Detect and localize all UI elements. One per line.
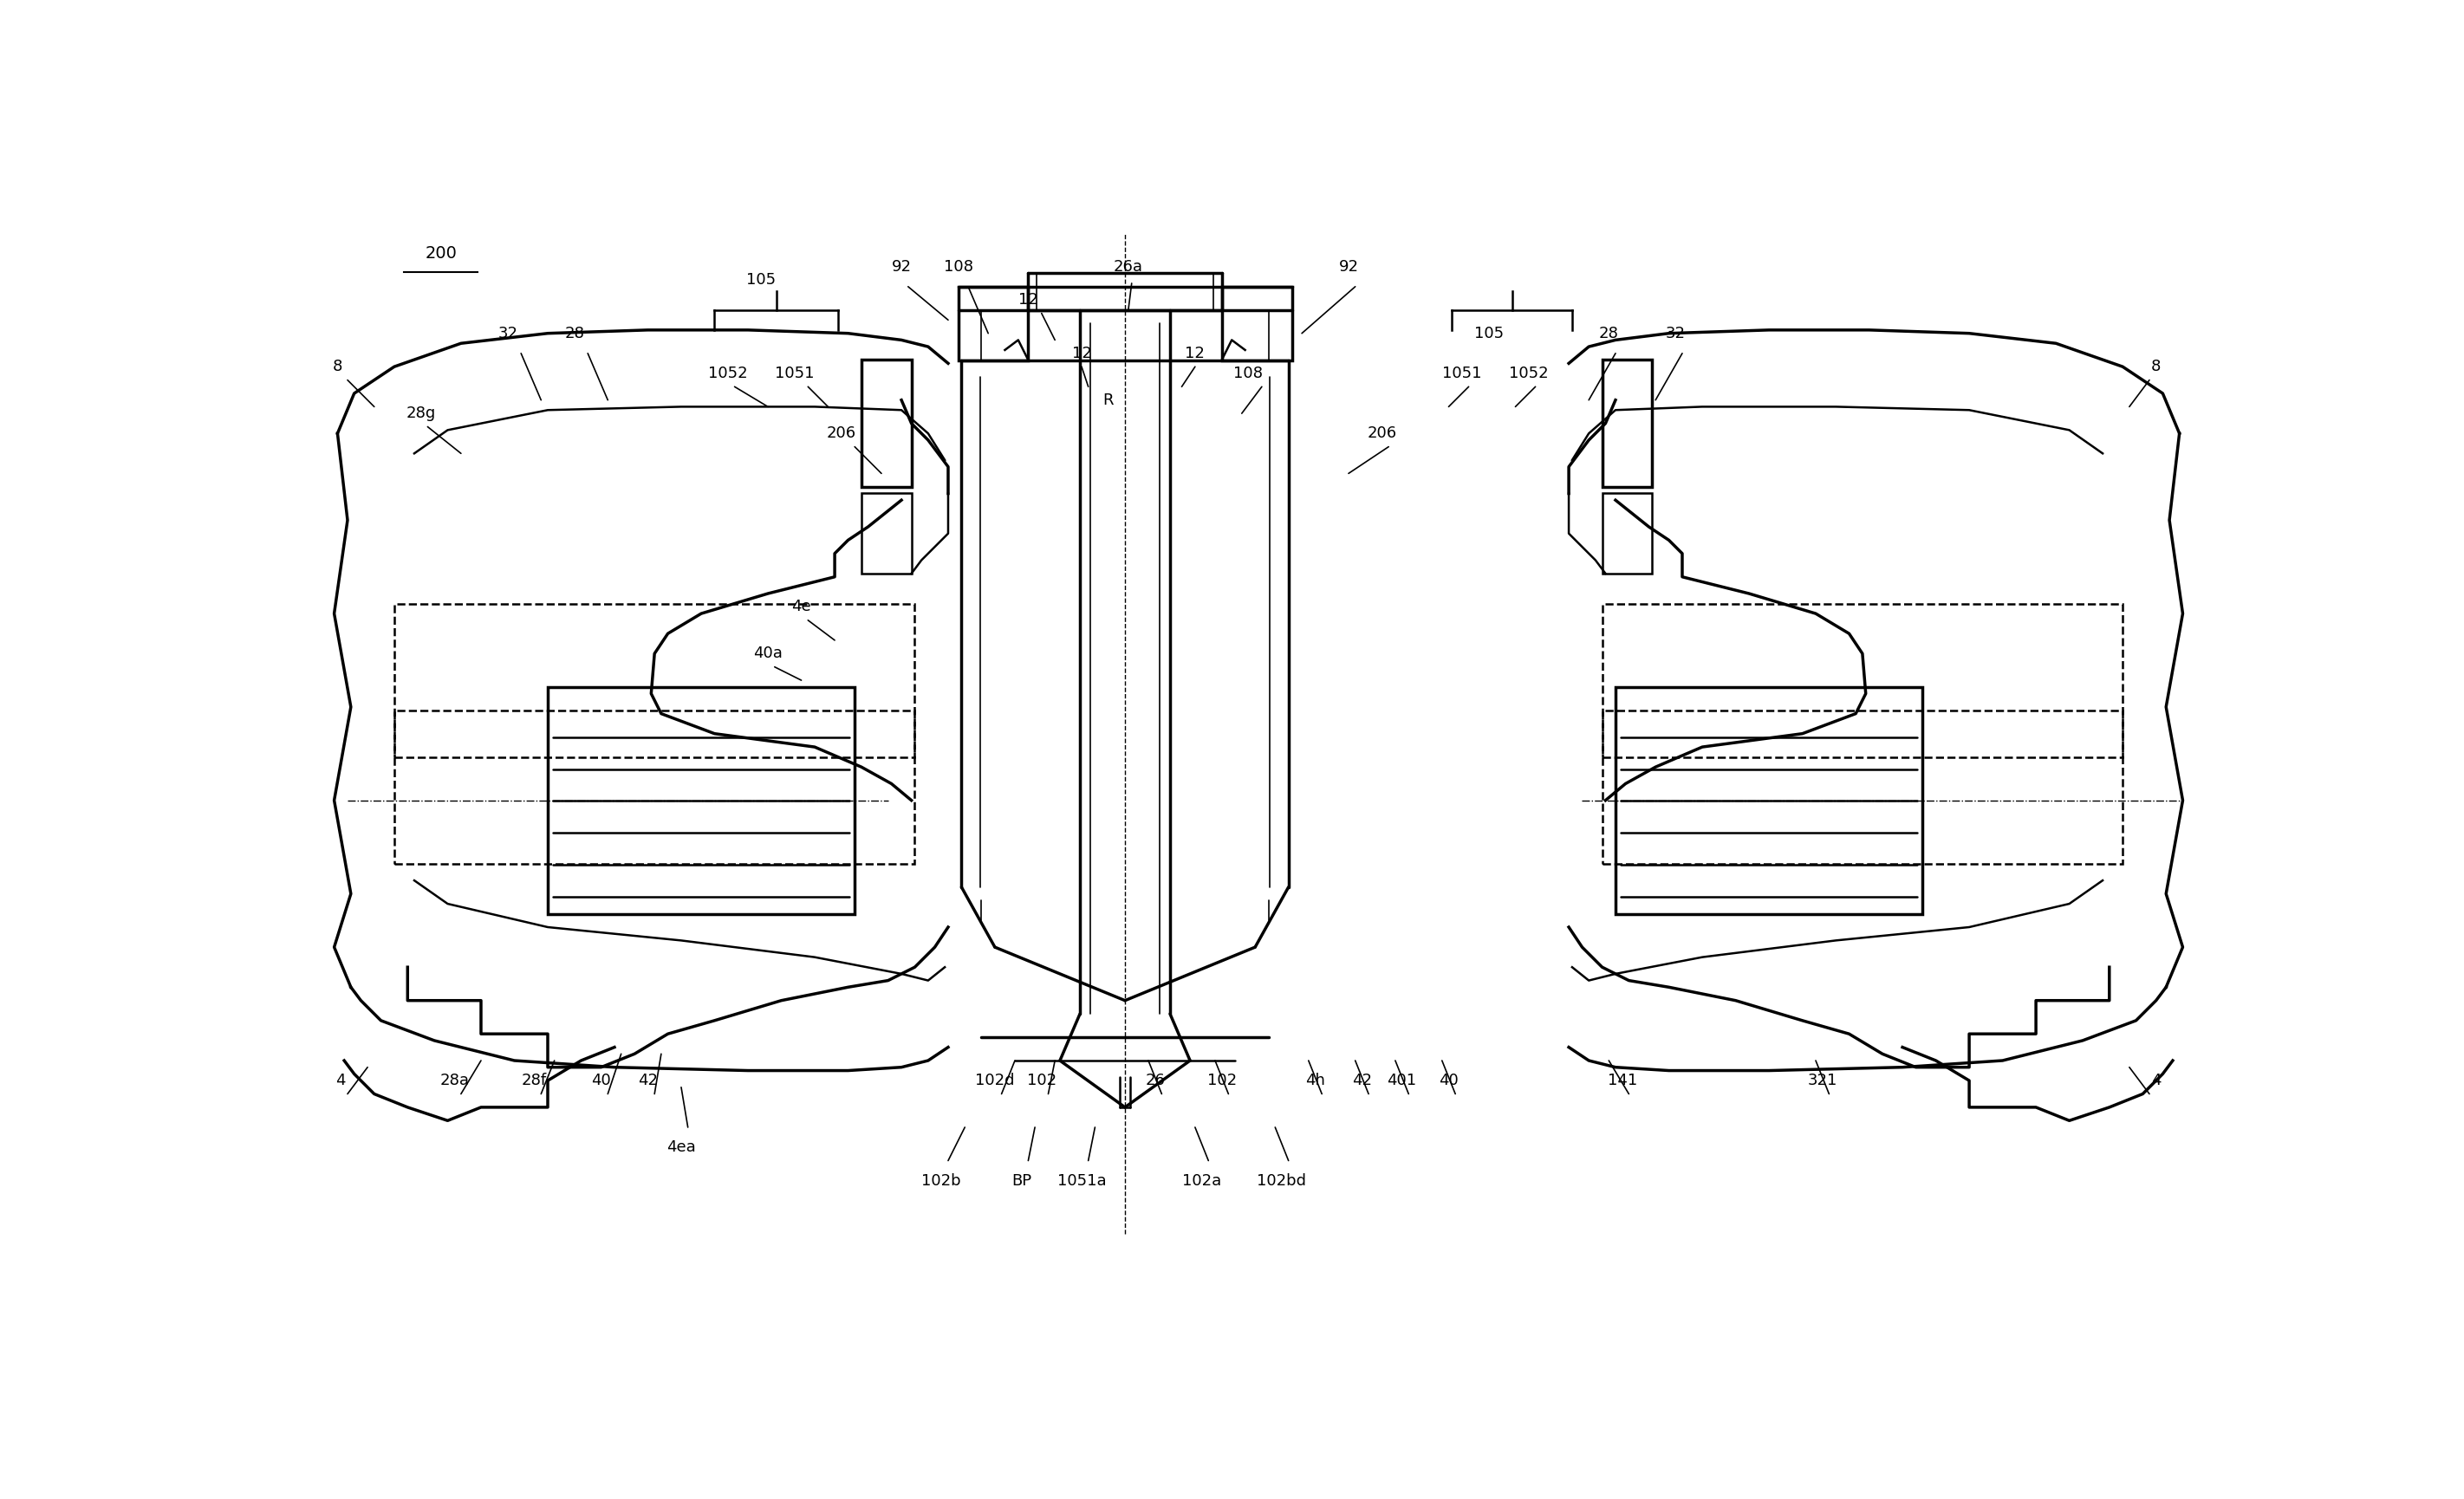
Text: 4: 4 [2151,1073,2161,1088]
Text: 200: 200 [424,244,456,261]
Text: 102a: 102a [1183,1172,1222,1189]
Text: 141: 141 [1607,1073,1636,1088]
Bar [1616,687,1922,914]
Text: 1051: 1051 [776,366,816,381]
Text: BP: BP [1013,1172,1032,1189]
Text: 8: 8 [2151,358,2161,375]
Text: 108: 108 [944,259,973,274]
Text: 105: 105 [1473,325,1503,342]
Bar [1602,493,1653,574]
Bar [1222,286,1291,360]
Bar [1602,711,2122,863]
Bar [547,687,855,914]
Text: 321: 321 [1809,1073,1838,1088]
Text: 12: 12 [1018,292,1037,307]
Text: 4: 4 [335,1073,345,1088]
Text: 28: 28 [1599,325,1619,342]
Bar [394,711,914,863]
Text: 1052: 1052 [707,366,747,381]
Text: 102b: 102b [922,1172,961,1189]
Text: 4ea: 4ea [668,1139,695,1156]
Text: 206: 206 [825,426,855,441]
Text: 28: 28 [564,325,584,342]
Bar [1602,360,1653,487]
Text: 12: 12 [1185,346,1205,361]
Text: 4h: 4h [1306,1073,1326,1088]
Text: 401: 401 [1387,1073,1417,1088]
Text: 1051a: 1051a [1057,1172,1106,1189]
Text: 102: 102 [1207,1073,1237,1088]
Text: 102: 102 [1027,1073,1057,1088]
Text: 40: 40 [591,1073,611,1088]
Text: 40: 40 [1439,1073,1459,1088]
Bar [958,286,1027,360]
Text: R: R [1104,393,1114,408]
Bar [394,604,914,757]
Text: 28g: 28g [407,406,436,421]
Text: 32: 32 [498,325,517,342]
Text: 40a: 40a [754,646,784,661]
Bar [862,360,912,487]
Text: 92: 92 [1338,259,1358,274]
Text: 28a: 28a [439,1073,468,1088]
Text: 26: 26 [1146,1073,1165,1088]
Text: 28f: 28f [522,1073,547,1088]
Text: 206: 206 [1368,426,1397,441]
Text: 12: 12 [1072,346,1092,361]
Text: 105: 105 [747,273,776,288]
Text: 102d: 102d [976,1073,1015,1088]
Text: 26a: 26a [1114,259,1143,274]
Text: 42: 42 [638,1073,658,1088]
Bar [862,493,912,574]
Text: 42: 42 [1353,1073,1372,1088]
Text: 8: 8 [333,358,342,375]
Text: 92: 92 [892,259,912,274]
Text: 4e: 4e [791,600,811,615]
Text: 108: 108 [1234,366,1264,381]
Text: 1052: 1052 [1508,366,1547,381]
Text: 102bd: 102bd [1257,1172,1306,1189]
Text: 1051: 1051 [1441,366,1481,381]
Bar [1602,604,2122,757]
Text: 32: 32 [1666,325,1685,342]
